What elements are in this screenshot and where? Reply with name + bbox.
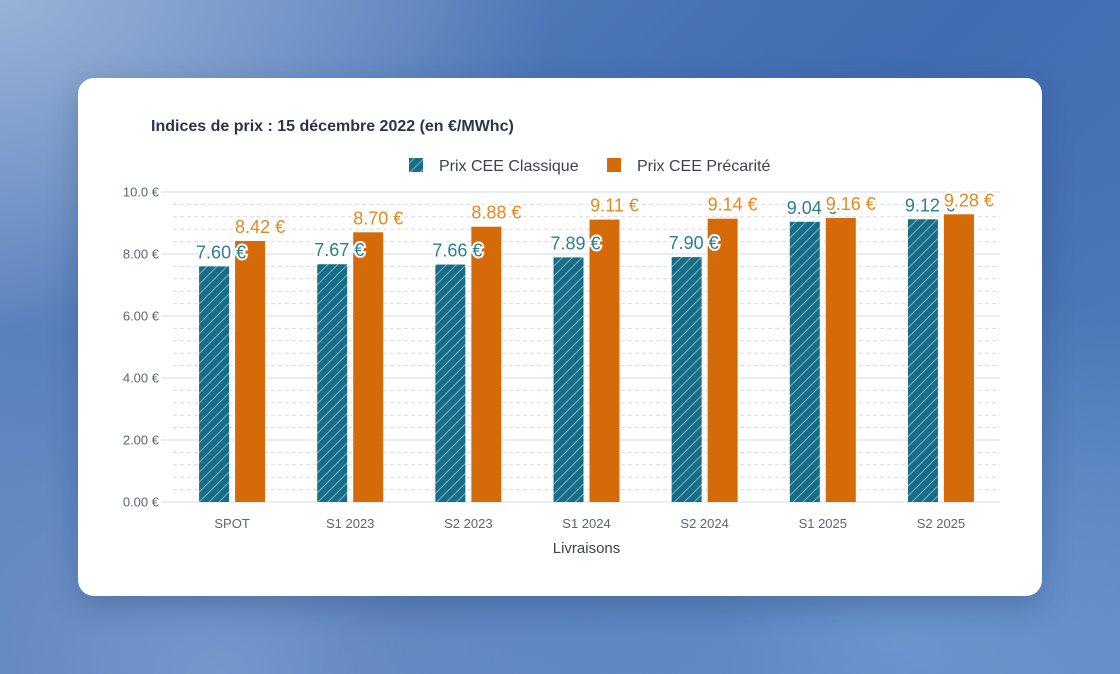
bar-precarite-1 [353,232,384,503]
chart-title: Indices de prix : 15 décembre 2022 (en €… [151,118,514,135]
data-label-classique-2: 7.66 € [432,241,482,261]
y-tick-label: 0.00 € [123,495,160,510]
bar-classique-3 [553,257,584,502]
data-label-classique-0: 7.60 € [196,242,246,262]
bar-classique-0 [199,266,230,502]
data-labels: 7.60 € 8.42 € 7.67 € 8.70 € 7.66 € 8.88 € 7.89… [194,188,996,264]
bar-precarite-0 [235,240,266,503]
data-label-precarite-6: 9.28 € [944,190,994,210]
bars [199,214,974,503]
data-label-precarite-3: 9.11 € [590,196,639,216]
chart-card: Indices de prix : 15 décembre 2022 (en €… [78,78,1042,596]
legend-swatch-classique [409,158,423,172]
data-label-classique-3: 7.89 € [550,233,600,253]
data-label-classique-6: 9.12 € [905,195,955,215]
data-label-precarite-1: 8.70 € [353,208,403,228]
bar-classique-2 [435,264,466,502]
bar-precarite-4 [707,218,738,502]
bar-precarite-2 [471,226,502,502]
bar-precarite-6 [943,214,974,502]
bar-classique-4 [671,257,702,502]
bar-precarite-5 [825,218,856,503]
legend-label-classique: Prix CEE Classique [439,158,579,175]
data-label-classique-5: 9.04 € [787,198,837,218]
data-label-precarite-5: 9.16 € [826,194,876,214]
x-tick-label: S2 2024 [680,516,728,531]
y-tick-label: 8.00 € [123,247,160,262]
bar-classique-5 [789,221,820,502]
x-tick-label: S1 2023 [326,516,374,531]
y-tick-label: 2.00 € [123,433,160,448]
legend-label-precarite: Prix CEE Précarité [637,158,770,175]
data-label-precarite-0: 8.42 € [235,217,285,237]
x-tick-label: SPOT [214,516,249,531]
data-label-classique-4: 7.90 € [669,233,719,253]
x-tick-label: S1 2025 [799,516,847,531]
x-tick-label: S2 2025 [917,516,965,531]
bar-classique-1 [317,264,348,502]
x-tick-label: S1 2024 [562,516,610,531]
bar-precarite-3 [589,219,620,502]
x-tick-label: S2 2023 [444,516,492,531]
y-tick-label: 4.00 € [123,371,160,386]
legend-swatch-precarite [607,158,621,172]
y-tick-label: 10.0 € [123,185,160,200]
x-axis: SPOT S1 2023 S2 2023 S1 2024 S2 2024 S1 2025 S… [214,516,965,557]
data-label-classique-1: 7.67 € [314,240,364,260]
y-axis: 0.00 € 2.00 € 4.00 € 6.00 € 8.00 € 10.0 € [123,185,160,510]
y-tick-label: 6.00 € [123,309,160,324]
data-label-precarite-2: 8.88 € [471,203,521,223]
legend: Prix CEE Classique Prix CEE Précarité [409,158,770,175]
bar-classique-6 [907,219,938,502]
x-axis-title: Livraisons [553,540,621,557]
data-label-precarite-4: 9.14 € [708,195,758,215]
bar-chart: 0.00 € 2.00 € 4.00 € 6.00 € 8.00 € 10.0 € 7.6… [123,158,1000,557]
